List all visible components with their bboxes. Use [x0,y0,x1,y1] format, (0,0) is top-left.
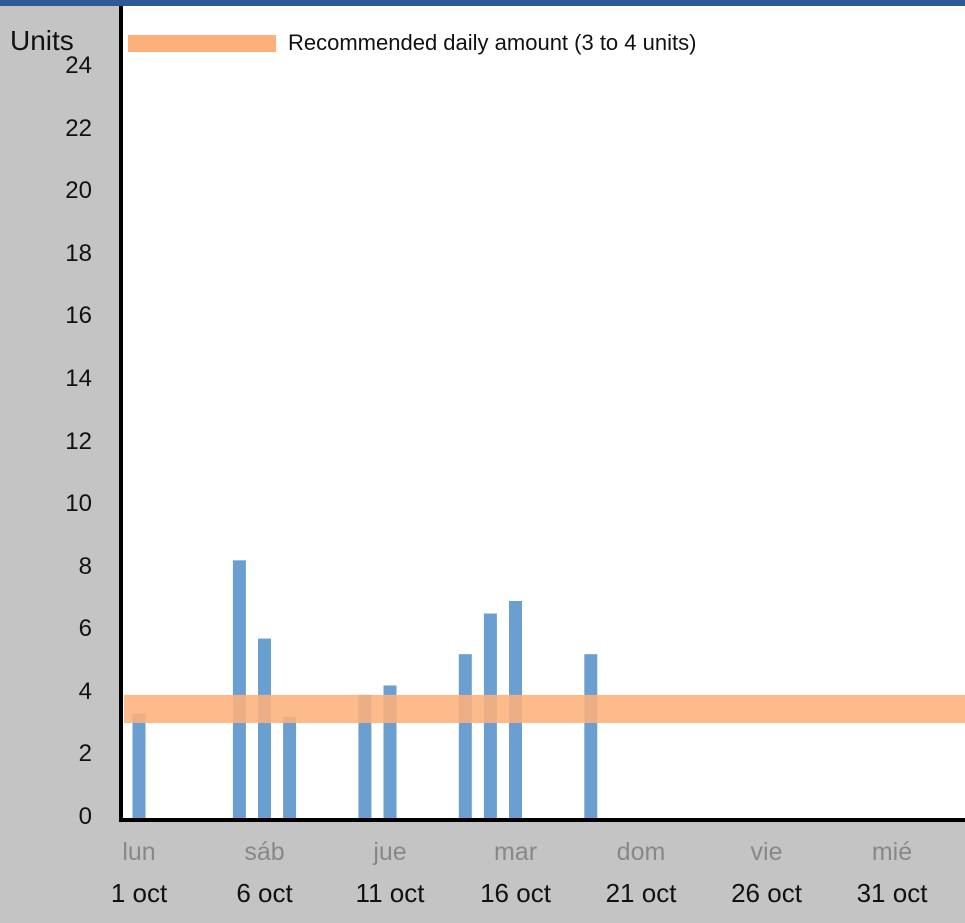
x-tick-date: 6 oct [236,878,293,908]
y-axis-label: Units [10,25,74,56]
bar-10-oct [358,694,372,820]
x-tick-weekday: vie [750,838,783,866]
y-tick-label: 22 [65,114,92,142]
x-tick-weekday: mié [871,838,913,866]
x-tick-weekday: sáb [244,838,285,866]
bar-14-oct [458,654,472,820]
bar-5-oct [232,560,246,820]
y-tick-label: 16 [65,302,92,330]
legend-label: Recommended daily amount (3 to 4 units) [288,30,697,55]
y-tick-label: 12 [65,427,92,455]
recommended-band [124,694,965,724]
x-tick-weekday: dom [616,838,666,866]
x-tick-date: 16 oct [480,878,551,908]
y-tick-label: 10 [65,490,92,518]
x-tick-date: 11 oct [355,878,425,908]
y-tick-label: 20 [65,177,92,205]
bar-19-oct [584,654,598,820]
y-tick-label: 8 [78,552,92,580]
y-tick-label: 18 [65,239,92,267]
y-tick-label: 2 [78,740,92,768]
y-tick-label: 0 [78,803,92,830]
x-tick-date: 31 oct [856,878,928,908]
x-tick-weekday: lun [122,838,156,866]
legend-swatch [128,34,276,52]
y-tick-label: 6 [78,615,92,643]
bar-1-oct [132,713,146,820]
x-tick-date: 21 oct [605,878,677,908]
x-tick-weekday: mar [493,838,538,866]
bar-7-oct [283,716,297,820]
y-tick-label: 14 [65,365,92,393]
y-tick-label: 4 [78,677,92,705]
x-tick-date: 26 oct [731,878,802,908]
x-tick-weekday: jue [373,838,407,866]
bar-6-oct [258,638,271,820]
top-bar [0,0,965,6]
legend: Recommended daily amount (3 to 4 units) [128,28,696,58]
y-tick-label: 24 [65,52,92,80]
x-tick-date: 1 oct [110,878,168,908]
